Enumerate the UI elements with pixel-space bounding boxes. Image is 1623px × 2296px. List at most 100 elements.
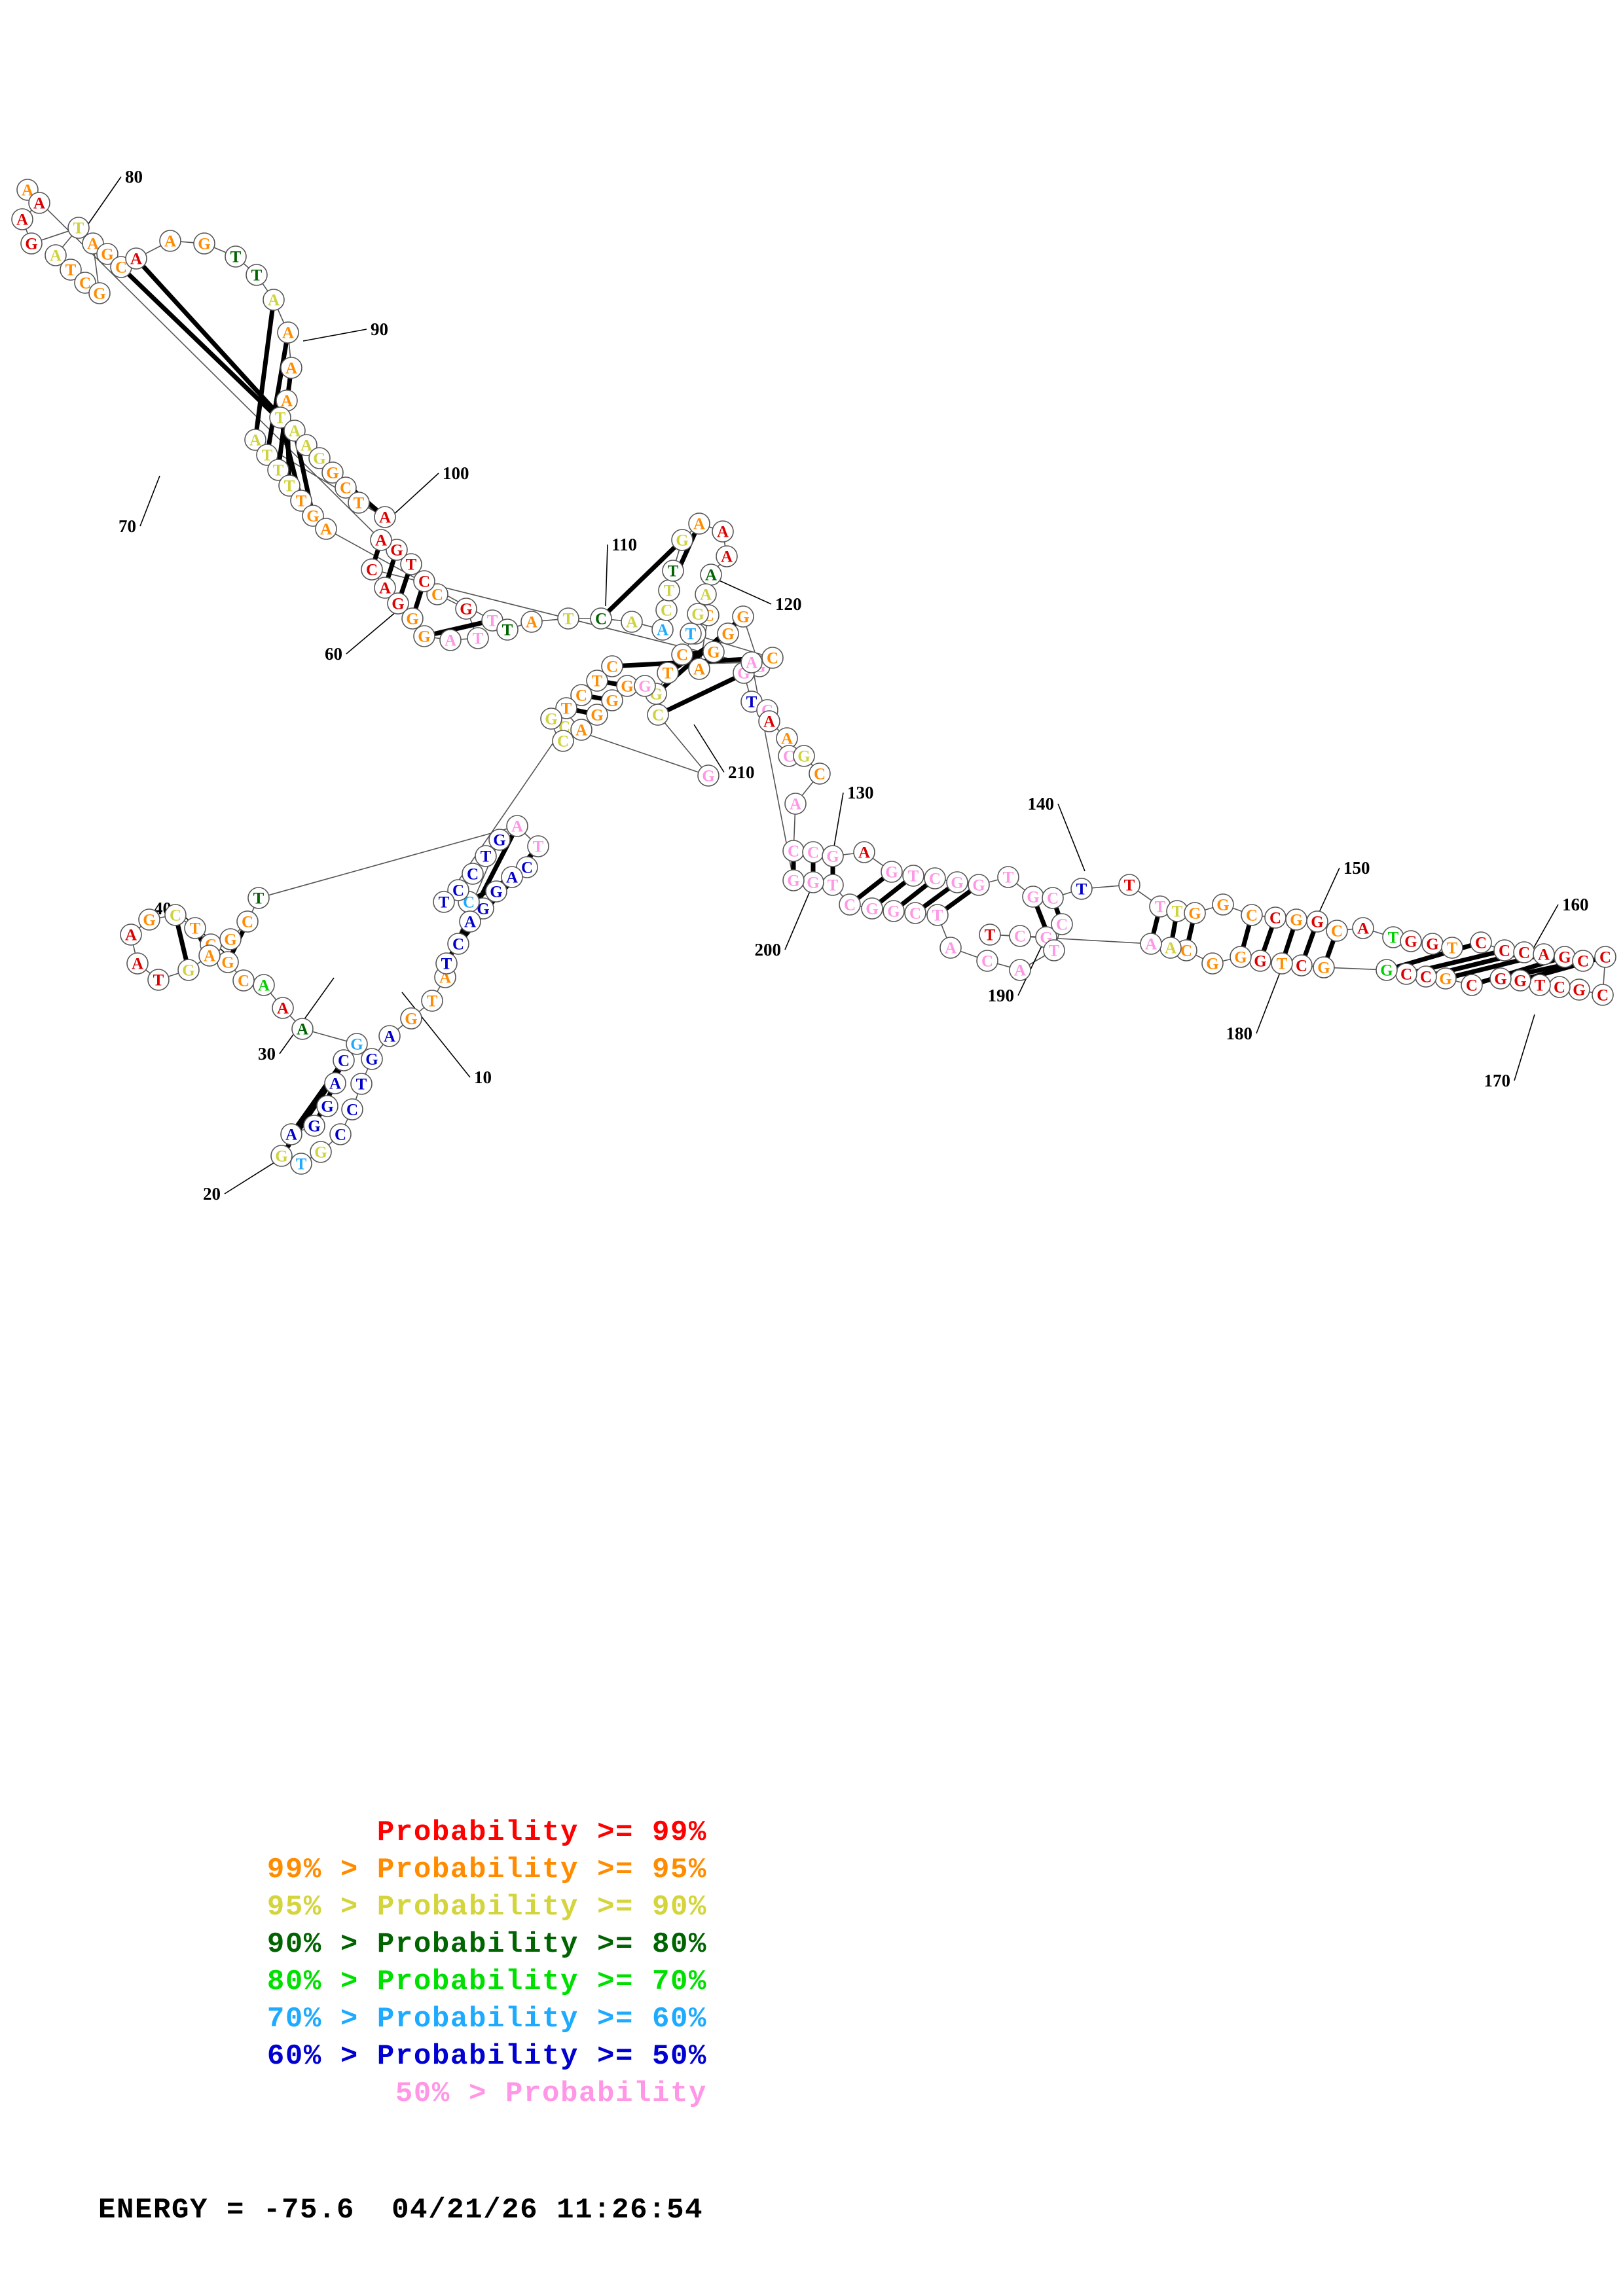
nucleotide-129[interactable]: T	[680, 622, 702, 645]
nucleotide-190[interactable]: G	[1230, 946, 1252, 968]
nucleotide-127[interactable]: A	[695, 583, 717, 605]
nucleotide-54[interactable]: T	[657, 662, 679, 684]
nucleotide-72[interactable]: C	[413, 570, 435, 592]
nucleotide-73[interactable]: T	[400, 553, 422, 575]
nucleotide-187[interactable]: C	[1290, 954, 1313, 977]
nucleotide-130[interactable]: C	[761, 647, 784, 669]
nucleotide-222[interactable]: G	[634, 675, 656, 697]
nucleotide-21[interactable]: C	[232, 969, 255, 992]
nucleotide-45[interactable]: G	[488, 829, 511, 851]
nucleotide-81[interactable]: A	[45, 244, 67, 266]
nucleotide-210[interactable]: G	[782, 869, 805, 891]
nucleotide-101[interactable]: G	[321, 461, 344, 484]
nucleotide-220[interactable]: G	[601, 689, 623, 711]
nucleotide-16[interactable]: C	[333, 1049, 355, 1071]
nucleotide-78[interactable]: A	[11, 208, 33, 230]
nucleotide-208[interactable]: T	[822, 874, 844, 896]
nucleotide-104[interactable]: A	[374, 506, 396, 528]
nucleotide-116[interactable]: C	[590, 607, 612, 630]
nucleotide-195[interactable]: T	[979, 924, 1001, 946]
nucleotide-178[interactable]: T	[1529, 974, 1551, 996]
nucleotide-27[interactable]: A	[120, 924, 142, 946]
nucleotide-14[interactable]: G	[316, 1095, 338, 1117]
nucleotide-196[interactable]: C	[1009, 925, 1031, 947]
nucleotide-43[interactable]: C	[447, 933, 469, 955]
nucleotide-193[interactable]: A	[1159, 937, 1182, 959]
nucleotide-80[interactable]: T	[67, 217, 90, 239]
nucleotide-39[interactable]: G	[485, 880, 507, 903]
nucleotide-217[interactable]: C	[552, 730, 574, 752]
nucleotide-182[interactable]: G	[1434, 967, 1457, 990]
nucleotide-175[interactable]: C	[1592, 984, 1614, 1006]
nucleotide-28[interactable]: A	[126, 952, 149, 975]
nucleotide-126[interactable]: A	[700, 564, 722, 586]
nucleotide-108[interactable]: T	[278, 475, 301, 497]
nucleotide-201[interactable]: C	[976, 950, 998, 972]
nucleotide-149[interactable]: T	[997, 866, 1019, 888]
nucleotide-114[interactable]: A	[520, 611, 543, 633]
nucleotide-209[interactable]: G	[802, 871, 824, 893]
nucleotide-22[interactable]: G	[217, 951, 239, 973]
nucleotide-146[interactable]: C	[924, 867, 946, 889]
nucleotide-144[interactable]: G	[881, 861, 903, 883]
nucleotide-214[interactable]: C	[570, 684, 593, 706]
nucleotide-183[interactable]: C	[1415, 965, 1437, 988]
nucleotide-36[interactable]: T	[527, 835, 549, 857]
nucleotide-124[interactable]: A	[712, 520, 734, 543]
nucleotide-68[interactable]: A	[439, 629, 462, 651]
nucleotide-77[interactable]: A	[28, 192, 50, 214]
nucleotide-185[interactable]: G	[1376, 959, 1398, 981]
nucleotide-137[interactable]: G	[793, 745, 815, 767]
nucleotide-89[interactable]: A	[159, 230, 181, 252]
nucleotide-172[interactable]: G	[1554, 946, 1576, 968]
nucleotide-165[interactable]: G	[1400, 930, 1422, 952]
nucleotide-125[interactable]: A	[716, 545, 738, 567]
nucleotide-169[interactable]: C	[1493, 939, 1516, 961]
nucleotide-51[interactable]: G	[697, 764, 720, 787]
nucleotide-194[interactable]: A	[1140, 933, 1162, 955]
nucleotide-110[interactable]: G	[302, 505, 324, 527]
nucleotide-119[interactable]: C	[655, 599, 678, 621]
nucleotide-49[interactable]: T	[433, 891, 455, 913]
nucleotide-95[interactable]: A	[280, 357, 302, 379]
nucleotide-159[interactable]: C	[1264, 906, 1286, 929]
nucleotide-42[interactable]: A	[459, 910, 481, 933]
nucleotide-30[interactable]: G	[177, 959, 200, 981]
nucleotide-92[interactable]: T	[246, 264, 268, 286]
nucleotide-181[interactable]: C	[1461, 974, 1483, 996]
nucleotide-138[interactable]: C	[809, 762, 831, 785]
nucleotide-213[interactable]: T	[586, 670, 608, 692]
nucleotide-113[interactable]: T	[496, 619, 519, 641]
nucleotide-8[interactable]: C	[329, 1123, 352, 1145]
nucleotide-189[interactable]: G	[1249, 950, 1271, 972]
nucleotide-155[interactable]: T	[1166, 900, 1188, 922]
nucleotide-70[interactable]: G	[455, 598, 477, 620]
nucleotide-218[interactable]: A	[570, 719, 593, 741]
nucleotide-121[interactable]: T	[662, 560, 684, 582]
nucleotide-31[interactable]: A	[198, 944, 221, 967]
nucleotide-102[interactable]: C	[335, 476, 357, 499]
nucleotide-173[interactable]: C	[1572, 950, 1594, 972]
nucleotide-46[interactable]: T	[475, 845, 497, 867]
nucleotide-20[interactable]: A	[253, 974, 275, 996]
nucleotide-63[interactable]: C	[361, 558, 383, 581]
nucleotide-69[interactable]: T	[467, 627, 489, 649]
nucleotide-29[interactable]: T	[147, 969, 170, 991]
nucleotide-206[interactable]: G	[861, 897, 883, 920]
nucleotide-91[interactable]: T	[225, 245, 247, 268]
nucleotide-118[interactable]: A	[651, 619, 674, 641]
nucleotide-180[interactable]: G	[1489, 967, 1512, 990]
nucleotide-140[interactable]: C	[782, 840, 805, 862]
nucleotide-212[interactable]: C	[601, 655, 623, 677]
nucleotide-90[interactable]: G	[193, 232, 215, 255]
nucleotide-25[interactable]: C	[164, 904, 187, 926]
nucleotide-211[interactable]: A	[740, 651, 763, 673]
nucleotide-221[interactable]: G	[616, 675, 638, 697]
nucleotide-67[interactable]: G	[413, 625, 435, 647]
nucleotide-93[interactable]: A	[263, 289, 285, 311]
nucleotide-176[interactable]: G	[1568, 978, 1590, 1001]
nucleotide-199[interactable]: T	[1043, 939, 1065, 961]
nucleotide-107[interactable]: T	[267, 459, 289, 481]
nucleotide-122[interactable]: G	[671, 529, 693, 551]
nucleotide-207[interactable]: C	[839, 893, 861, 916]
